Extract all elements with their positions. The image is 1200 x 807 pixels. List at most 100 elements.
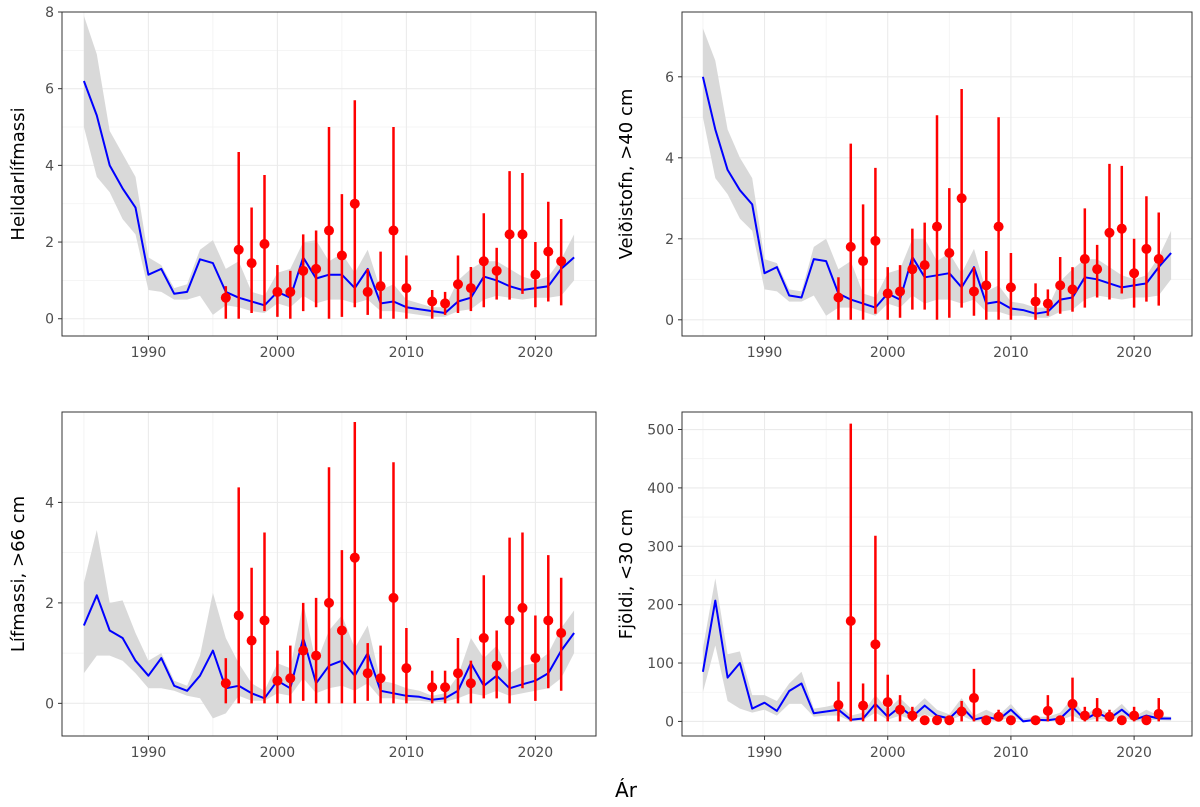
y-axis-label: Heildarlífmassi [8, 107, 29, 240]
survey-point [246, 635, 257, 646]
survey-point [440, 682, 451, 693]
survey-point [452, 668, 463, 679]
survey-point [845, 241, 856, 252]
survey-point [1005, 282, 1016, 293]
x-tick-label: 2000 [260, 345, 296, 361]
panel-frame [61, 11, 597, 337]
survey-point [907, 264, 918, 275]
x-tick-label: 2010 [389, 345, 425, 361]
survey-point [311, 263, 322, 274]
survey-point [362, 668, 373, 679]
y-axis-label: Veiðistofn, >40 cm [616, 89, 637, 260]
y-tick-label: 2 [45, 596, 54, 612]
survey-point [1153, 708, 1164, 719]
survey-point [981, 280, 992, 291]
panel-p1: 1990 2000 2010 2020 0 2 4 6 8 Heildarlífmassi [8, 5, 597, 361]
survey-point [993, 711, 1004, 722]
x-tick-label: 2010 [993, 345, 1029, 361]
x-tick-label: 2000 [260, 745, 296, 761]
survey-point [285, 286, 296, 297]
survey-point [452, 279, 463, 290]
y-tick-label: 2 [45, 235, 54, 251]
survey-point [870, 235, 881, 246]
survey-point [845, 615, 856, 626]
survey-point [1129, 710, 1140, 721]
survey-point [1042, 705, 1053, 716]
survey-point [388, 592, 399, 603]
y-tick-label: 2 [665, 232, 674, 248]
survey-point [465, 283, 476, 294]
y-tick-label: 0 [665, 313, 674, 329]
survey-point [349, 198, 360, 209]
y-tick-label: 100 [647, 656, 674, 672]
panel-frame [681, 11, 1193, 337]
y-tick-label: 0 [45, 312, 54, 328]
survey-point [981, 715, 992, 726]
survey-point [882, 288, 893, 299]
x-axis-label: Ár [615, 778, 638, 802]
survey-point [336, 250, 347, 261]
survey-point [465, 678, 476, 689]
survey-point [298, 645, 309, 656]
survey-point [944, 715, 955, 726]
x-tick-label: 2000 [870, 745, 906, 761]
survey-point [932, 221, 942, 232]
y-axis-label: Fjöldi, <30 cm [616, 509, 637, 639]
survey-point [401, 663, 412, 674]
y-tick-label: 200 [647, 598, 674, 614]
survey-point [1042, 298, 1053, 309]
survey-point [1116, 223, 1127, 234]
survey-point [858, 700, 869, 711]
survey-point [1104, 711, 1115, 722]
survey-point [1116, 715, 1127, 726]
survey-point [233, 244, 244, 255]
survey-point [1030, 296, 1041, 307]
survey-point [968, 693, 979, 704]
x-tick-label: 2020 [518, 345, 554, 361]
survey-point [440, 298, 451, 309]
confidence-band [702, 578, 1172, 722]
survey-point [907, 710, 918, 721]
survey-point [919, 715, 930, 726]
survey-point [1141, 243, 1152, 254]
survey-point [504, 229, 515, 240]
x-tick-label: 2020 [1116, 745, 1152, 761]
y-axis-label: Lífmassi, >66 cm [8, 496, 29, 652]
survey-point [491, 265, 502, 276]
x-tick-label: 2020 [518, 745, 554, 761]
panels: 1990 2000 2010 202002468Heildarlífmassi1990… [8, 5, 1193, 761]
survey-point [478, 256, 489, 267]
survey-point [833, 700, 844, 711]
survey-point [1092, 707, 1103, 718]
survey-point [556, 256, 567, 267]
survey-point [324, 225, 334, 236]
survey-point [246, 258, 257, 269]
y-tick-label: 0 [45, 696, 54, 712]
y-tick-label: 8 [45, 5, 54, 21]
x-tick-label: 2010 [389, 745, 425, 761]
survey-point [233, 610, 244, 621]
survey-point [1079, 254, 1090, 265]
confidence-band [702, 28, 1172, 318]
survey-point [1030, 715, 1041, 726]
survey-point [427, 296, 438, 307]
survey-point [956, 706, 967, 717]
survey-point [1141, 715, 1152, 726]
survey-point [1055, 280, 1066, 291]
x-tick-label: 2010 [993, 745, 1029, 761]
x-tick-label: 1990 [131, 745, 167, 761]
survey-point [298, 265, 309, 276]
y-tick-label: 300 [647, 539, 674, 555]
survey-point [543, 615, 554, 626]
survey-point [968, 286, 979, 297]
y-tick-label: 500 [647, 423, 674, 439]
survey-point [478, 633, 489, 644]
survey-point [220, 292, 231, 303]
survey-point [882, 697, 893, 708]
survey-point [517, 229, 528, 240]
y-tick-label: 4 [45, 495, 54, 511]
survey-point [858, 256, 869, 267]
survey-point [272, 675, 283, 686]
survey-point [1055, 715, 1066, 726]
